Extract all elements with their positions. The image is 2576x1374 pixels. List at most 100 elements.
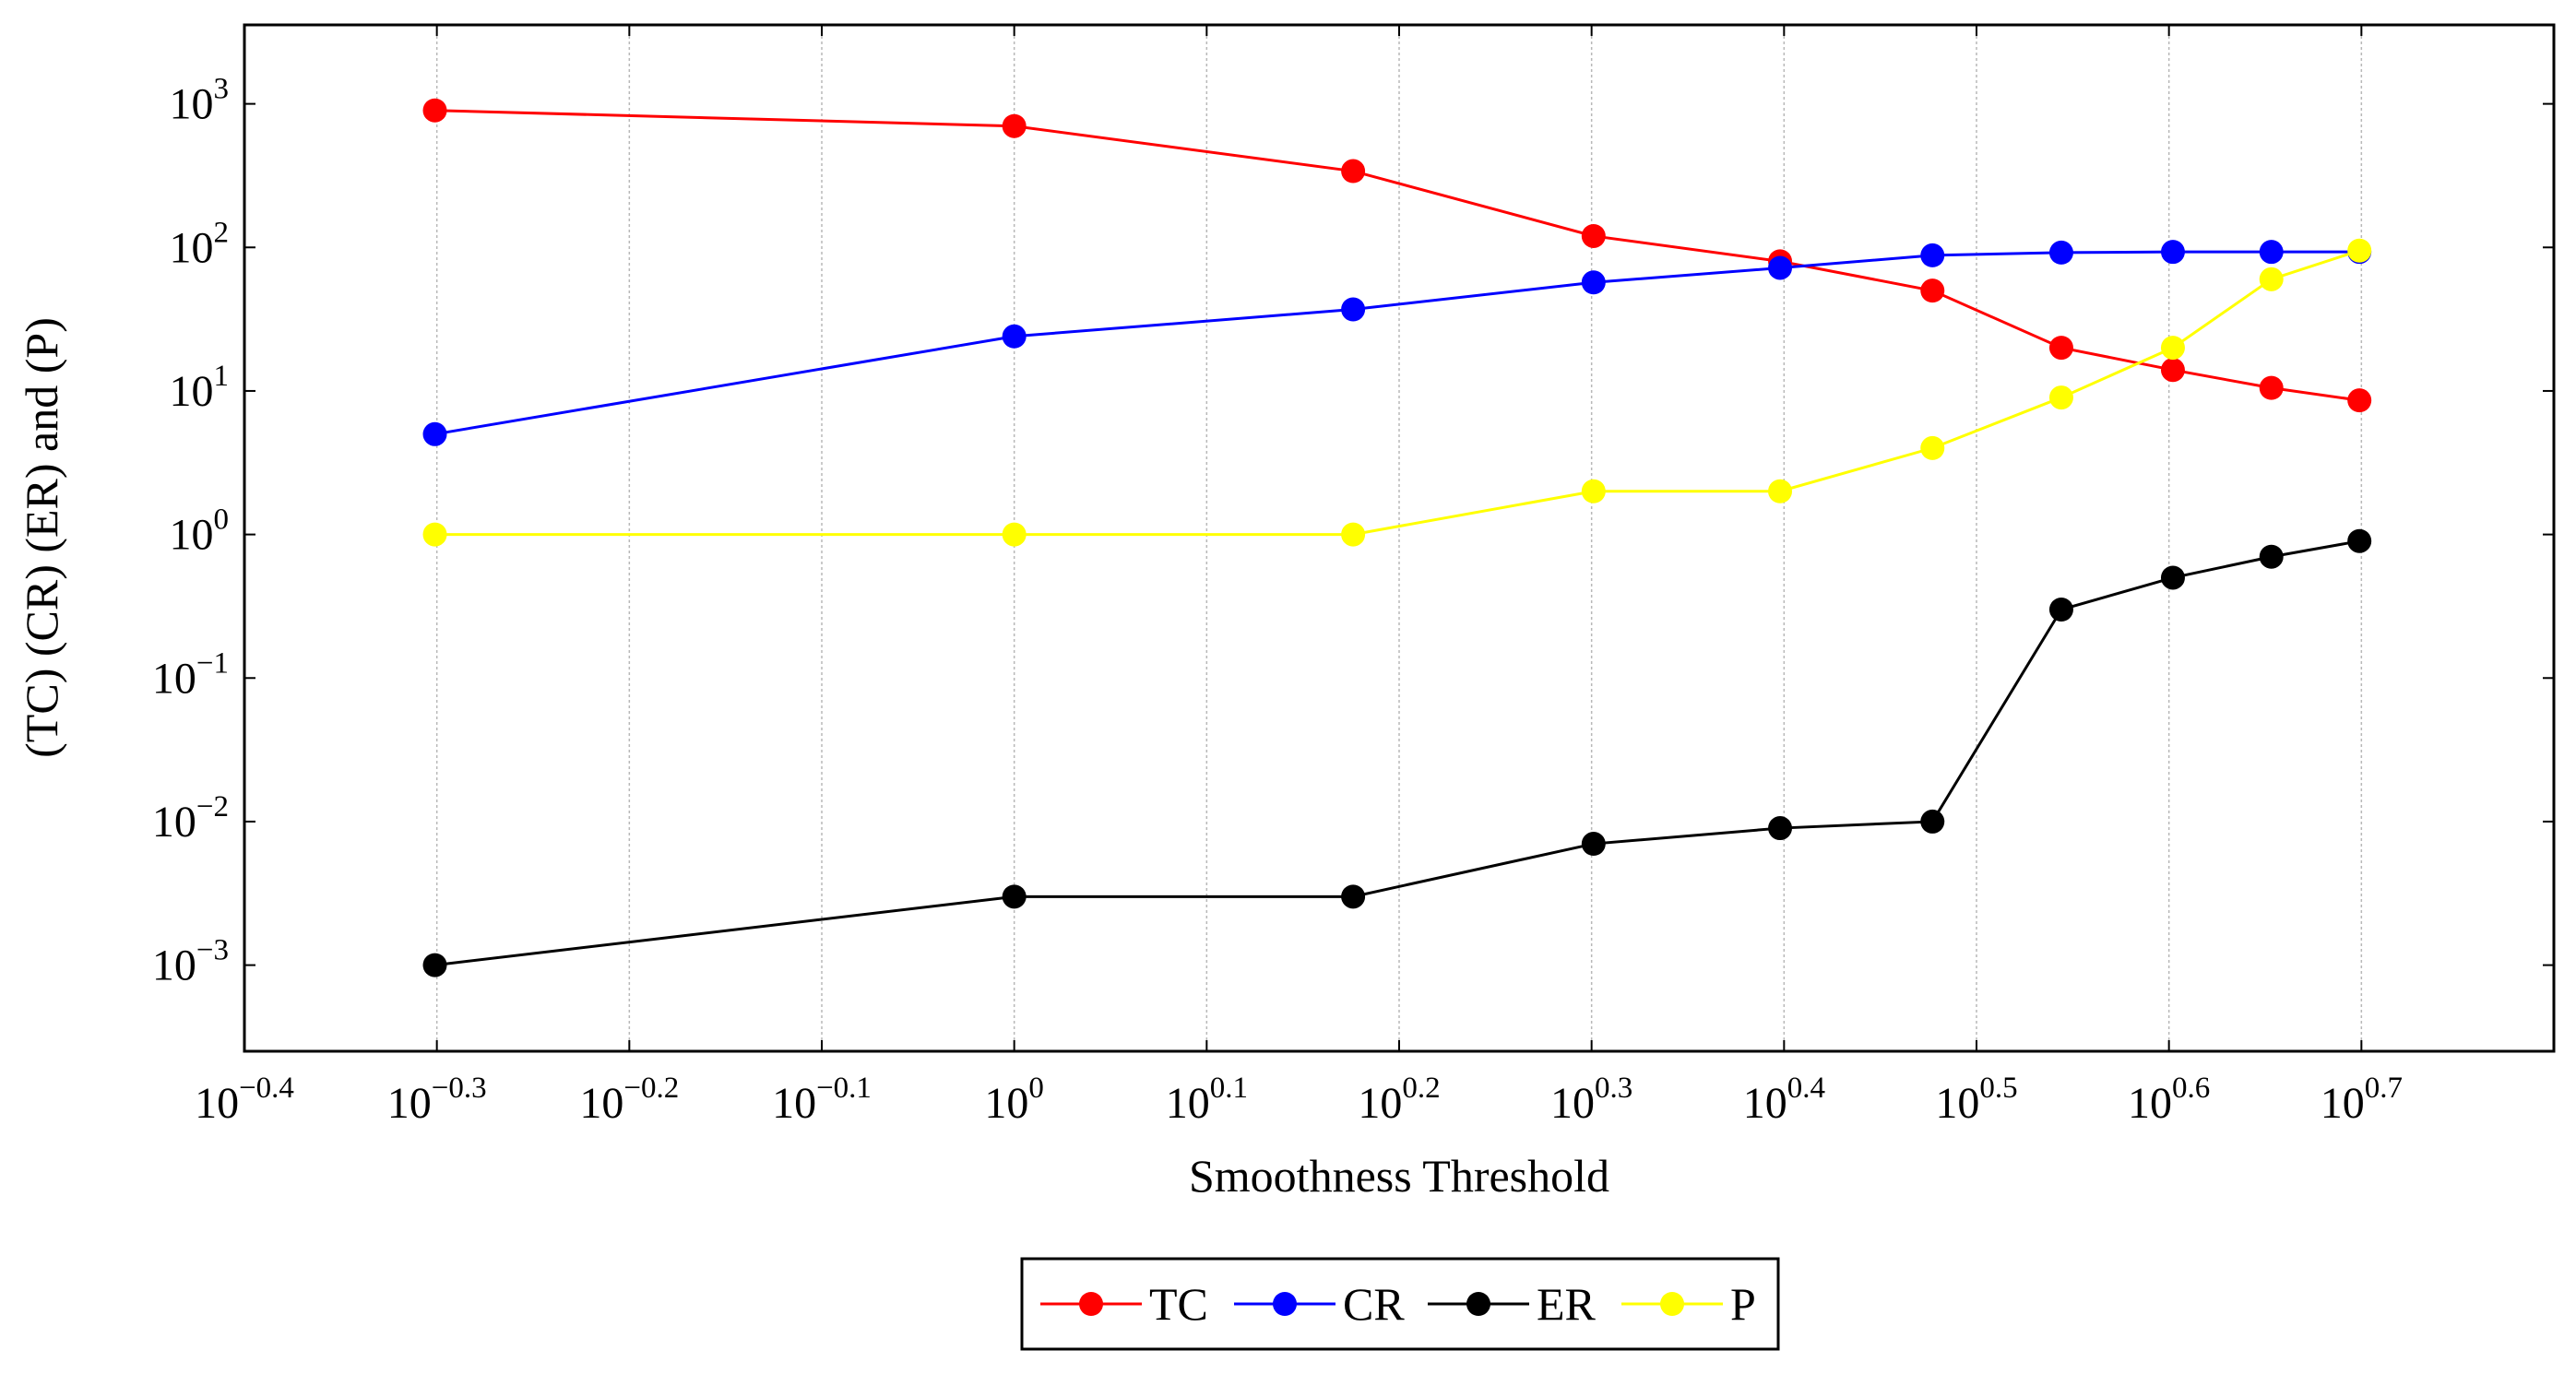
data-point-cr	[2259, 240, 2284, 265]
x-tick-label: 10−0.2	[579, 1072, 679, 1128]
x-tick-label: 100.4	[1743, 1072, 1825, 1128]
data-point-er	[1002, 884, 1027, 909]
x-tick-label-base: 10	[195, 1079, 239, 1128]
data-point-cr	[1920, 243, 1945, 267]
data-point-tc	[422, 98, 447, 123]
x-tick-label-base: 10	[387, 1079, 432, 1128]
series-line-tc	[434, 109, 2360, 402]
data-point-er	[1768, 816, 1793, 841]
series-layer	[422, 98, 2372, 977]
y-tick-label-base: 10	[152, 654, 196, 703]
x-tick-label-base: 10	[984, 1079, 1028, 1128]
data-point-er	[2347, 528, 2372, 553]
y-tick-label-base: 10	[170, 223, 214, 272]
plot-frame	[243, 23, 2556, 1053]
y-tick-label: 101	[170, 360, 230, 416]
data-point-p	[1581, 479, 1606, 503]
x-tick-label-exponent: −0.1	[816, 1072, 872, 1105]
data-point-tc	[2048, 336, 2073, 361]
legend-label-tc: TC	[1149, 1278, 1208, 1330]
y-tick-label-base: 10	[170, 511, 214, 560]
data-point-tc	[2347, 388, 2372, 413]
x-tick-label: 100.2	[1358, 1072, 1440, 1128]
data-point-cr	[1768, 255, 1793, 280]
x-tick-label: 100.1	[1166, 1072, 1248, 1128]
legend-marker-tc	[1079, 1292, 1103, 1316]
y-tick-label-exponent: −3	[196, 934, 229, 967]
y-tick-label: 102	[170, 216, 230, 272]
y-tick-label-base: 10	[170, 80, 214, 129]
x-tick-label-exponent: 0.3	[1595, 1072, 1632, 1105]
legend-marker-cr	[1273, 1292, 1297, 1316]
x-tick-label: 100.3	[1550, 1072, 1632, 1128]
data-point-tc	[1002, 113, 1027, 138]
y-tick-label-exponent: 2	[214, 216, 230, 249]
x-tick-label: 100.7	[2321, 1072, 2403, 1128]
x-tick-label-base: 10	[1743, 1079, 1787, 1128]
x-tick-label-base: 10	[1935, 1079, 1979, 1128]
x-tick-labels: 10−0.4 10−0.3 10−0.2 10−0.1 100 100.1 100.2 100…	[195, 1072, 2403, 1128]
data-point-p	[1002, 522, 1027, 547]
x-tick-label-exponent: 0.1	[1210, 1072, 1248, 1105]
x-tick-label-base: 10	[1550, 1079, 1595, 1128]
data-point-er	[2259, 544, 2284, 569]
data-point-p	[2347, 238, 2372, 263]
x-tick-label: 10−0.1	[772, 1072, 872, 1128]
y-axis-title: (TC) (CR) (ER) and (P)	[16, 317, 67, 758]
x-tick-label-base: 10	[772, 1079, 816, 1128]
legend-label-cr: CR	[1343, 1278, 1405, 1330]
y-tick-label-base: 10	[170, 367, 214, 416]
x-tick-label-exponent: 0.6	[2172, 1072, 2210, 1105]
x-tick-label-exponent: −0.2	[623, 1072, 679, 1105]
grid	[435, 25, 2363, 1051]
legend-label-er: ER	[1537, 1278, 1597, 1330]
axis-ticks	[243, 25, 2554, 1051]
data-point-p	[1920, 435, 1945, 460]
data-point-cr	[1581, 270, 1606, 295]
y-tick-label-exponent: −2	[196, 790, 229, 823]
y-tick-label: 10−1	[152, 646, 229, 703]
y-tick-label: 100	[170, 503, 230, 560]
x-tick-label: 10−0.3	[387, 1072, 487, 1128]
data-point-cr	[422, 421, 447, 446]
x-tick-label-exponent: −0.4	[239, 1072, 294, 1105]
series-line-er	[434, 539, 2360, 967]
x-tick-label-exponent: 0	[1028, 1072, 1044, 1105]
data-point-p	[1768, 479, 1793, 503]
y-tick-label-base: 10	[152, 798, 196, 847]
legend: TC CR ER P	[1040, 1278, 1756, 1330]
data-point-er	[2048, 598, 2073, 622]
y-tick-label-exponent: −1	[196, 646, 229, 680]
data-point-cr	[2048, 240, 2073, 265]
data-point-cr	[1341, 297, 1366, 322]
data-point-tc	[1581, 223, 1606, 248]
x-tick-label-base: 10	[1358, 1079, 1402, 1128]
data-point-cr	[1002, 324, 1027, 349]
legend-marker-p	[1660, 1292, 1684, 1316]
x-tick-label: 100.5	[1935, 1072, 2017, 1128]
data-point-er	[2160, 565, 2185, 590]
data-point-tc	[1341, 159, 1366, 184]
x-tick-label-exponent: 0.5	[1979, 1072, 2017, 1105]
data-point-p	[422, 522, 447, 547]
data-point-tc	[1920, 278, 1945, 303]
data-point-tc	[2259, 375, 2284, 400]
y-tick-label-exponent: 3	[214, 73, 230, 106]
x-tick-label: 100	[984, 1072, 1044, 1128]
y-tick-label-base: 10	[152, 942, 196, 990]
data-point-er	[1581, 832, 1606, 857]
x-tick-label-base: 10	[2128, 1079, 2172, 1128]
data-point-tc	[2160, 358, 2185, 383]
x-axis-title: Smoothness Threshold	[1189, 1150, 1609, 1202]
series-line-p	[434, 249, 2360, 537]
x-tick-label-base: 10	[579, 1079, 623, 1128]
x-tick-label-exponent: 0.7	[2365, 1072, 2403, 1105]
y-tick-label: 10−3	[152, 934, 229, 990]
data-point-er	[1920, 809, 1945, 834]
x-tick-label-exponent: −0.3	[432, 1072, 487, 1105]
data-point-p	[1341, 522, 1366, 547]
x-tick-label-exponent: 0.2	[1402, 1072, 1440, 1105]
x-tick-label-base: 10	[2321, 1079, 2365, 1128]
